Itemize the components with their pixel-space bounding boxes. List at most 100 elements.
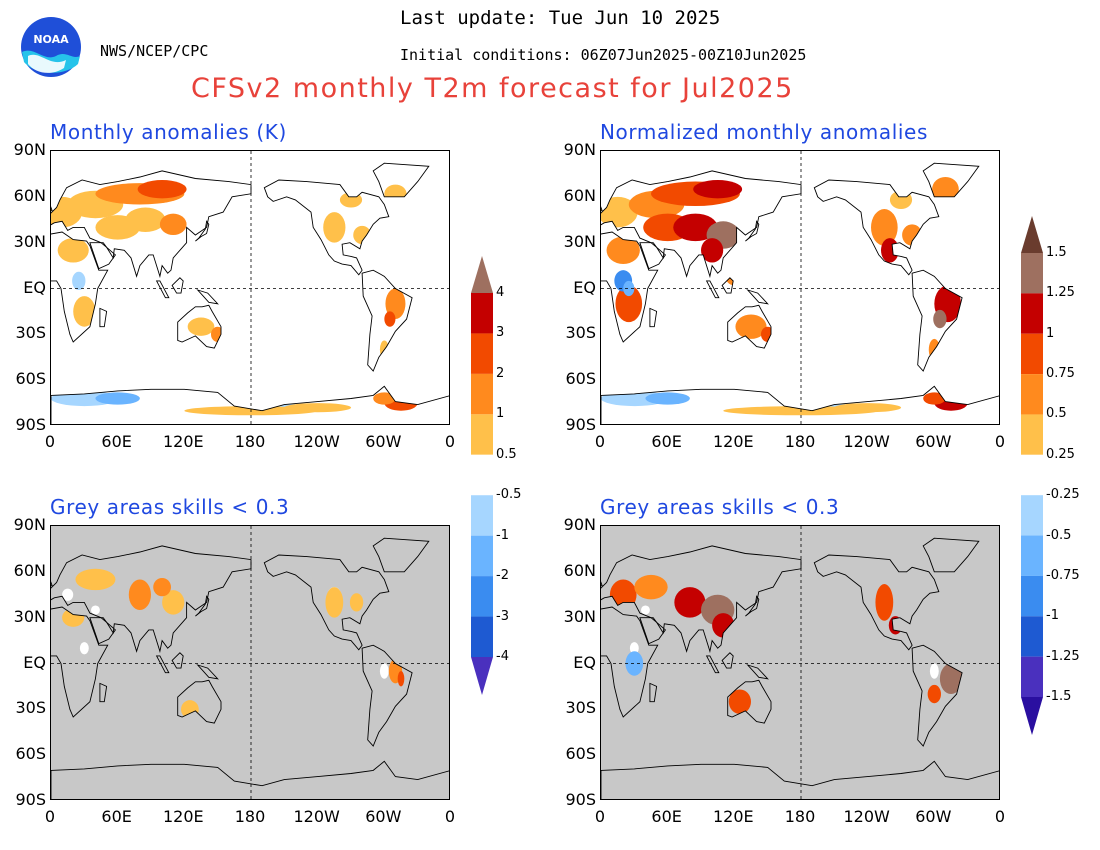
lon-tick-label: 60E: [101, 807, 132, 826]
lon-tick-label: 60E: [651, 432, 682, 451]
colorbar-tick-label: 0.25: [1046, 446, 1075, 462]
anomaly-blob: [137, 180, 187, 199]
map-panel-norm: [600, 150, 1000, 425]
lon-tick-label: 60E: [101, 432, 132, 451]
noaa-logo: NOAA: [20, 16, 82, 78]
colorbar-tick-label: -4: [496, 649, 509, 664]
map-background: [601, 526, 999, 799]
anomaly-blob: [73, 296, 96, 327]
anomaly-layer: [601, 176, 968, 416]
lon-tick-label: 120E: [163, 807, 204, 826]
lon-tick-label: 180: [784, 432, 816, 451]
coastline-antarctica: [601, 385, 999, 424]
lon-tick-label: 0: [594, 432, 606, 451]
lat-tick-label: 30S: [15, 698, 46, 718]
colorbar-box: [1021, 374, 1043, 415]
coastline-eurasia: [601, 170, 802, 279]
lon-tick-label: 120W: [293, 432, 340, 451]
anomaly-blob: [932, 176, 959, 202]
lat-tick-label: 90N: [563, 140, 596, 159]
colorbar-tick-label: -1.25: [1046, 648, 1080, 664]
map-svg: [51, 526, 449, 799]
lon-tick-label: 120E: [713, 432, 754, 451]
coastline-antarctica: [601, 760, 999, 799]
coastline-greenland: [372, 162, 430, 198]
lat-tick-label: 60N: [563, 560, 596, 580]
last-update: Last update: Tue Jun 10 2025: [400, 7, 721, 29]
colorbar-box: [1021, 414, 1043, 455]
lat-tick-label: 90S: [15, 790, 46, 809]
colorbar-tick-label: 1.5: [1046, 245, 1067, 260]
coastline-borneo: [171, 652, 184, 669]
coastline-northamerica: [813, 179, 940, 276]
colorbar-box: [1021, 333, 1043, 375]
colorbar-box: [471, 293, 493, 334]
lat-tick-label: 60S: [15, 369, 46, 389]
coastline-africa: [601, 606, 659, 718]
skill-ok-patch: [641, 605, 650, 615]
page-title: CFSv2 monthly T2m forecast for Jul2025: [191, 73, 794, 104]
colorbar-box: [1021, 293, 1043, 334]
lat-tick-label: 90S: [565, 790, 596, 809]
coastline-madagascar: [649, 307, 658, 328]
anomaly-blob: [72, 271, 86, 291]
lon-tick-label: 120W: [843, 807, 890, 826]
map-svg: [601, 526, 999, 799]
colorbar-box: [471, 616, 493, 657]
coastline-australia: [727, 304, 772, 349]
coastline-eurasia: [51, 545, 252, 654]
colorbar-top-triangle: [471, 256, 493, 293]
colorbar-box: [471, 495, 493, 536]
panel-title-norm_skill: Grey areas skills < 0.3: [600, 495, 840, 519]
anomaly-layer: [62, 568, 405, 719]
colorbar-normalized: [1020, 215, 1044, 741]
coastline-madagascar: [649, 682, 658, 703]
coastline-northamerica: [813, 554, 940, 651]
colorbar-tick-label: -0.25: [1046, 487, 1080, 503]
lat-tick-label: 90S: [15, 415, 46, 434]
colorbar-tick-label: 1: [1046, 325, 1055, 341]
lat-tick-label: 60N: [13, 185, 46, 205]
panel-title-anom: Monthly anomalies (K): [50, 120, 287, 144]
map-panel-anom: [50, 150, 450, 425]
lat-tick-label: 90N: [13, 515, 46, 534]
anomaly-blob: [125, 207, 166, 232]
colorbar-box: [1021, 535, 1043, 576]
coastline-japan: [195, 220, 210, 242]
lat-tick-label: 60S: [15, 744, 46, 764]
colorbar-box-neutral: [471, 454, 493, 496]
noaa-logo-icon: NOAA: [21, 17, 81, 77]
coastline-arabia: [89, 617, 117, 645]
lon-tick-label: 60W: [915, 432, 952, 451]
coastline-madagascar: [99, 307, 108, 328]
coastline-borneo: [171, 277, 184, 294]
anomaly-blob: [385, 288, 406, 320]
colorbar-box: [471, 414, 493, 455]
lon-tick-label: 60W: [365, 432, 402, 451]
anomaly-layer: [609, 574, 963, 714]
anomaly-blob: [349, 593, 364, 612]
colorbar-tick-label: -1: [496, 527, 509, 543]
colorbar-tick-label: 2: [496, 365, 505, 381]
lat-tick-label: EQ: [573, 652, 596, 672]
lon-tick-label: 60E: [651, 807, 682, 826]
colorbar-box: [1021, 575, 1043, 617]
lat-tick-label: 60N: [563, 185, 596, 205]
anomaly-blob: [162, 590, 185, 615]
coastline-borneo: [721, 652, 734, 669]
colorbar-tick-label: 0.5: [1046, 406, 1067, 422]
anomaly-blob: [834, 403, 901, 413]
anomaly-blob: [187, 317, 215, 336]
skill-ok-patch: [929, 663, 939, 679]
lon-tick-label: 180: [784, 807, 816, 826]
anomaly-blob: [871, 209, 898, 246]
lon-tick-label: 0: [444, 432, 456, 451]
colorbar-tick-label: -1: [1046, 608, 1059, 624]
lat-tick-label: EQ: [573, 277, 596, 297]
colorbar-box-neutral: [1021, 454, 1043, 496]
agency-label: NWS/NCEP/CPC: [100, 42, 209, 60]
lat-tick-label: 90N: [13, 140, 46, 159]
lon-tick-label: 180: [234, 807, 266, 826]
skill-ok-patch: [91, 605, 100, 615]
coastline-southamerica: [361, 644, 413, 747]
